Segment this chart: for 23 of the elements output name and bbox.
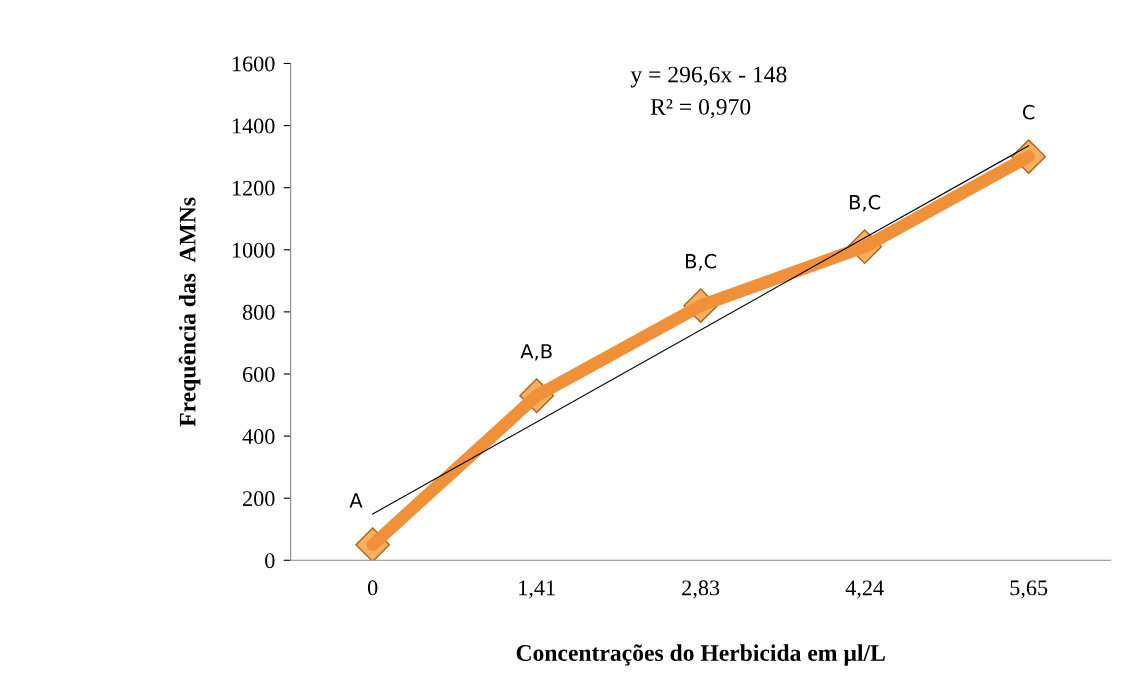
annotation: C bbox=[1022, 104, 1035, 120]
x-tick-label: 1,41 bbox=[519, 580, 555, 599]
x-axis-title: Concentrações do Herbicida em µl/L bbox=[516, 644, 885, 666]
y-tick-label: 1400 bbox=[232, 118, 275, 134]
y-tick-label: 1200 bbox=[232, 180, 275, 196]
annotation: R² = 0,970 bbox=[650, 98, 751, 119]
annotation: B,C bbox=[850, 194, 881, 212]
x-tick-label: 0 bbox=[367, 580, 378, 596]
y-axis-title: Frequência das AMNs bbox=[178, 197, 201, 427]
x-tick-label: 2,83 bbox=[682, 580, 720, 599]
y-tick-label: 200 bbox=[243, 491, 275, 507]
annotation: A,B bbox=[520, 344, 552, 361]
y-tick-label: 400 bbox=[242, 429, 275, 445]
y-tick-label: 600 bbox=[243, 366, 275, 382]
x-tick-label: 5,65 bbox=[1010, 580, 1048, 599]
y-tick-label: 1000 bbox=[232, 242, 275, 258]
y-tick-label: 800 bbox=[242, 304, 275, 320]
annotation: A bbox=[349, 493, 363, 508]
x-tick-label: 4,24 bbox=[845, 580, 884, 599]
y-tick-label: 0 bbox=[265, 553, 275, 569]
y-tick-label: 1600 bbox=[232, 56, 275, 72]
annotation: B,C bbox=[686, 253, 717, 271]
annotation: y = 296,6x - 148 bbox=[630, 66, 787, 88]
